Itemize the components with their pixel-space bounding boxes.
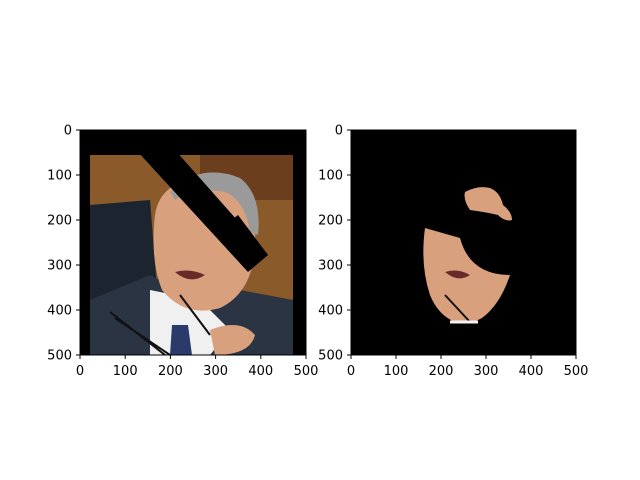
x-tick-label-a-3: 300 (203, 364, 228, 379)
x-tick-label-a-2: 200 (158, 364, 183, 379)
occlusion-stroke-side (225, 215, 268, 268)
y-tick-label-b-3: 300 (318, 259, 343, 274)
occlusion-stroke-top (150, 150, 185, 178)
segmentation-image (351, 130, 576, 355)
panel-segmentation-mask: 0 100 200 300 400 500 0 100 200 300 400 500 (318, 124, 588, 380)
y-tick-label-a-4: 400 (47, 304, 72, 319)
y-tick-label-b-5: 500 (318, 349, 343, 364)
y-tick-label-a-5: 500 (47, 349, 72, 364)
original-image (80, 130, 306, 355)
mask-mouth (445, 270, 470, 279)
x-tick-label-b-3: 300 (474, 364, 499, 379)
x-tick-label-b-4: 400 (519, 364, 544, 379)
y-tick-label-a-2: 200 (47, 214, 72, 229)
ticks-a: 0 100 200 300 400 500 0 100 200 300 400 500 (47, 124, 318, 380)
mouth (175, 270, 205, 280)
x-tick-label-b-1: 100 (384, 364, 409, 379)
y-tick-label-a-3: 300 (47, 259, 72, 274)
mask-glasses (444, 294, 471, 323)
x-tick-label-b-0: 0 (347, 364, 355, 379)
x-tick-label-a-4: 400 (248, 364, 273, 379)
y-tick-label-b-2: 200 (318, 214, 343, 229)
y-tick-label-b-4: 400 (318, 304, 343, 319)
panel-original-image: 0 100 200 300 400 500 0 100 200 300 400 500 (47, 124, 318, 380)
skin-region-forehead (464, 187, 512, 221)
x-tick-label-b-2: 200 (429, 364, 454, 379)
x-tick-label-a-0: 0 (76, 364, 84, 379)
ticks-b: 0 100 200 300 400 500 0 100 200 300 400 500 (318, 124, 588, 380)
x-tick-label-a-1: 100 (113, 364, 138, 379)
x-tick-label-a-5: 500 (294, 364, 319, 379)
glasses (109, 294, 211, 355)
hand (210, 325, 255, 355)
y-tick-label-b-0: 0 (335, 124, 343, 139)
shirt (150, 290, 230, 355)
x-tick-label-b-5: 500 (564, 364, 589, 379)
y-tick-label-a-0: 0 (64, 124, 72, 139)
axes-frame-b (350, 129, 577, 356)
y-tick-label-a-1: 100 (47, 169, 72, 184)
tie (170, 325, 192, 355)
face (153, 178, 256, 311)
y-tick-label-b-1: 100 (318, 169, 343, 184)
axes-frame-a (79, 129, 307, 356)
